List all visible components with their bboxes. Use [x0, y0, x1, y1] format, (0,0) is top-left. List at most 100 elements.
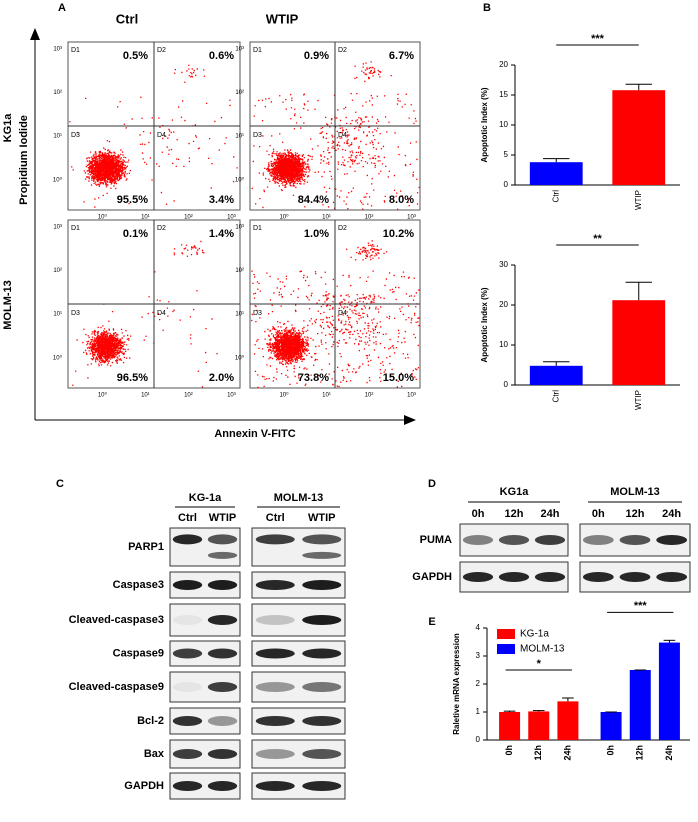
percent-label: 1.0%: [304, 228, 329, 240]
band: [172, 580, 203, 590]
percent-label: 0.5%: [123, 50, 148, 62]
significance-label: **: [593, 233, 602, 245]
percent-label: 6.7%: [389, 50, 414, 62]
percent-label: 84.4%: [298, 194, 329, 206]
quadrant-label: D2: [338, 225, 347, 232]
y-tick-label: 10²: [235, 90, 244, 96]
quadrant-label: D1: [71, 225, 80, 232]
legend-swatch: [497, 629, 515, 639]
x-tick-label: 12h: [533, 745, 543, 761]
panel-label: D: [428, 478, 436, 490]
x-tick-label: 10⁰: [98, 214, 108, 221]
x-tick-label: 10²: [184, 215, 193, 221]
group-label: KG-1a: [189, 492, 222, 504]
band: [255, 781, 295, 791]
band: [582, 535, 614, 545]
band: [207, 716, 238, 726]
quadrant-label: D1: [253, 47, 262, 54]
lane-label: Ctrl: [266, 512, 285, 524]
band: [582, 572, 614, 582]
y-tick-label: 2: [476, 679, 481, 688]
quadrant-label: D4: [157, 132, 166, 139]
lane-label: 12h: [626, 508, 645, 520]
band: [255, 682, 295, 692]
bar: [557, 701, 579, 740]
x-tick-label: 10¹: [322, 393, 331, 399]
band: [656, 535, 688, 545]
scatter-dots: [69, 64, 238, 208]
band: [302, 648, 342, 659]
percent-label: 2.0%: [209, 372, 234, 384]
row-label: GAPDH: [412, 571, 452, 583]
bar: [658, 642, 680, 740]
y-tick-label: 0: [476, 735, 481, 744]
row-label: Bax: [144, 748, 165, 760]
bar: [600, 712, 622, 740]
panel-label: C: [56, 478, 64, 490]
percent-label: 96.5%: [117, 372, 148, 384]
quadrant-label: D3: [71, 132, 80, 139]
error-bar: [663, 639, 676, 643]
band: [302, 615, 342, 625]
y-tick-label: 10²: [235, 268, 244, 274]
row-label: Bcl-2: [137, 715, 164, 727]
x-tick-label: 10³: [407, 215, 416, 221]
y-tick-label: 0: [504, 180, 509, 189]
y-tick-label: 20: [499, 60, 508, 69]
band: [656, 572, 688, 582]
x-tick-label: 0h: [605, 745, 615, 756]
panel-label: A: [58, 2, 66, 14]
band: [172, 781, 203, 791]
band: [255, 580, 295, 590]
y-tick-label: 10⁰: [235, 176, 245, 183]
quadrant-label: D3: [253, 132, 262, 139]
band: [302, 534, 342, 545]
band: [172, 749, 203, 759]
quadrant-label: D4: [338, 310, 347, 317]
band: [172, 648, 203, 659]
lane-label: 0h: [592, 508, 605, 520]
row-label: Caspase3: [113, 579, 164, 591]
quadrant-label: D1: [253, 225, 262, 232]
band: [462, 572, 494, 582]
bar: [629, 670, 651, 740]
lane-label: WTIP: [308, 512, 336, 524]
x-tick-label: 10³: [227, 215, 236, 221]
arrow-head: [404, 415, 416, 425]
bar: [612, 90, 666, 185]
x-tick-label: 24h: [562, 745, 572, 761]
lane-label: 24h: [541, 508, 560, 520]
group-label: MOLM-13: [610, 486, 660, 498]
percent-label: 0.9%: [304, 50, 329, 62]
bar: [529, 162, 583, 185]
x-tick-label: Ctrl: [551, 190, 560, 203]
band: [172, 716, 203, 726]
x-tick-label: WTIP: [634, 390, 643, 410]
lane-label: 0h: [472, 508, 485, 520]
x-tick-label: 10²: [365, 393, 374, 399]
quadrant-label: D2: [338, 47, 347, 54]
y-tick-label: 0: [504, 380, 509, 389]
x-tick-label: 10³: [227, 393, 236, 399]
band: [498, 572, 530, 582]
x-tick-label: 12h: [635, 745, 645, 761]
band: [302, 716, 342, 726]
significance-label: *: [537, 658, 542, 670]
scatter-dots: [251, 61, 420, 210]
lane-label: Ctrl: [178, 512, 197, 524]
band: [302, 749, 342, 759]
y-tick-label: 10⁰: [53, 176, 63, 183]
lane-label: 24h: [662, 508, 681, 520]
x-tick-label: 10¹: [322, 215, 331, 221]
y-tick-label: 10¹: [53, 134, 62, 140]
bar: [612, 300, 666, 385]
band: [255, 534, 295, 545]
band: [207, 615, 238, 625]
band: [207, 781, 238, 791]
band: [207, 749, 238, 759]
percent-label: 8.0%: [389, 194, 414, 206]
axis-title: Propidium Iodide: [18, 115, 30, 205]
band: [498, 535, 530, 545]
y-tick-label: 10³: [53, 46, 62, 52]
